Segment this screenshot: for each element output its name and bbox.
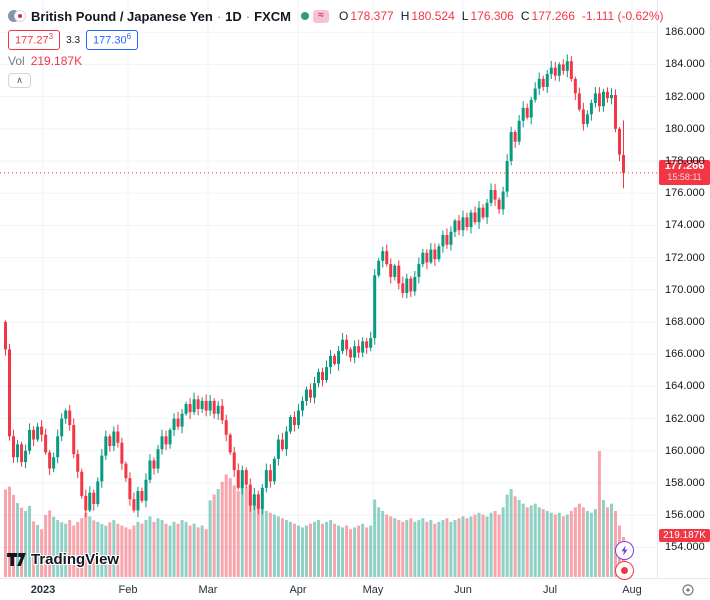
price-tick-label: 182.000 <box>665 90 705 103</box>
title-separator: · <box>245 8 251 24</box>
low-value: 176.306 <box>470 9 514 23</box>
price-axis[interactable]: 177.266 15:58:11 219.187K 186.000 184.000… <box>657 0 710 578</box>
open-value: 178.377 <box>350 9 394 23</box>
time-tick-label: 2023 <box>30 584 56 596</box>
price-tick-label: 172.000 <box>665 251 705 264</box>
candlestick-chart-canvas[interactable] <box>0 0 657 578</box>
price-tick-label: 164.000 <box>665 380 705 393</box>
currency-pair-icon <box>8 8 26 25</box>
price-tick-label: 178.000 <box>665 155 705 167</box>
time-tick-label: Mar <box>198 584 218 596</box>
high-value: 180.524 <box>411 9 455 23</box>
lightning-bolt-icon <box>621 545 628 556</box>
time-tick-label: Feb <box>118 584 138 596</box>
price-tick-label: 154.000 <box>665 541 705 554</box>
title-separator: · <box>216 8 222 24</box>
price-tick-label: 168.000 <box>665 316 705 328</box>
time-tick-label: Jul <box>542 584 558 596</box>
change-value: -1.111 (-0.62%) <box>581 9 664 23</box>
time-tick-label: Apr <box>289 584 307 596</box>
spread-value: 3.3 <box>66 34 81 46</box>
sell-button[interactable]: 177.273 <box>8 30 61 50</box>
price-tick-label: 184.000 <box>665 58 705 71</box>
interval-label[interactable]: 1D <box>225 8 242 24</box>
volume-axis-label: 219.187K <box>659 529 710 542</box>
bid-ask-row: 177.273 3.3 177.306 <box>8 30 664 50</box>
lightning-button[interactable] <box>615 541 634 560</box>
time-tick-label: May <box>362 584 384 596</box>
price-tick-label: 160.000 <box>665 444 705 457</box>
last-price-label: 177.266 15:58:11 <box>659 159 710 185</box>
open-letter: O <box>338 9 349 23</box>
symbol-row[interactable]: British Pound / Japanese Yen · 1D · FXCM… <box>8 6 664 26</box>
exchange-label[interactable]: FXCM <box>254 8 291 24</box>
time-tick-label: Jun <box>454 584 472 596</box>
price-tick-label: 186.000 <box>665 26 705 39</box>
buy-button[interactable]: 177.306 <box>86 30 139 50</box>
price-tick-label: 180.000 <box>665 122 705 135</box>
close-letter: C <box>520 9 530 23</box>
ohlc-readout: O 178.377 H 180.524 L 176.306 C 177.266 -1.1… <box>339 9 664 23</box>
volume-label: Vol <box>8 54 25 68</box>
price-tick-label: 162.000 <box>665 412 705 425</box>
last-price-value: 177.266 <box>664 159 705 172</box>
red-dot-icon <box>621 567 628 574</box>
chart-legend: British Pound / Japanese Yen · 1D · FXCM… <box>8 6 664 88</box>
time-tick-label: Aug <box>622 584 642 596</box>
volume-row[interactable]: Vol 219.187K <box>8 54 664 68</box>
tradingview-watermark[interactable]: TradingView <box>7 551 119 568</box>
low-letter: L <box>461 9 469 23</box>
tradingview-logo-icon <box>7 553 26 566</box>
delayed-data-badge-icon[interactable]: ≈ <box>312 9 329 23</box>
circled-dot-icon[interactable] <box>681 583 695 597</box>
close-value: 177.266 <box>531 9 575 23</box>
time-axis[interactable]: 2023 Feb Mar Apr May Jun Jul Aug <box>0 578 710 600</box>
watermark-text: TradingView <box>31 551 120 568</box>
price-tick-label: 158.000 <box>665 477 705 489</box>
price-tick-label: 170.000 <box>665 283 705 296</box>
record-dot-button[interactable] <box>615 561 634 580</box>
market-open-dot-icon[interactable] <box>300 12 309 20</box>
bar-countdown: 15:58:11 <box>667 171 702 182</box>
price-tick-label: 176.000 <box>665 187 705 200</box>
high-letter: H <box>400 9 410 23</box>
price-tick-label: 174.000 <box>665 219 705 232</box>
legend-collapse-button[interactable]: ∧ <box>8 73 31 88</box>
symbol-title[interactable]: British Pound / Japanese Yen <box>31 8 213 24</box>
price-tick-label: 166.000 <box>665 348 705 361</box>
volume-value: 219.187K <box>30 54 83 68</box>
price-tick-label: 156.000 <box>665 509 705 522</box>
